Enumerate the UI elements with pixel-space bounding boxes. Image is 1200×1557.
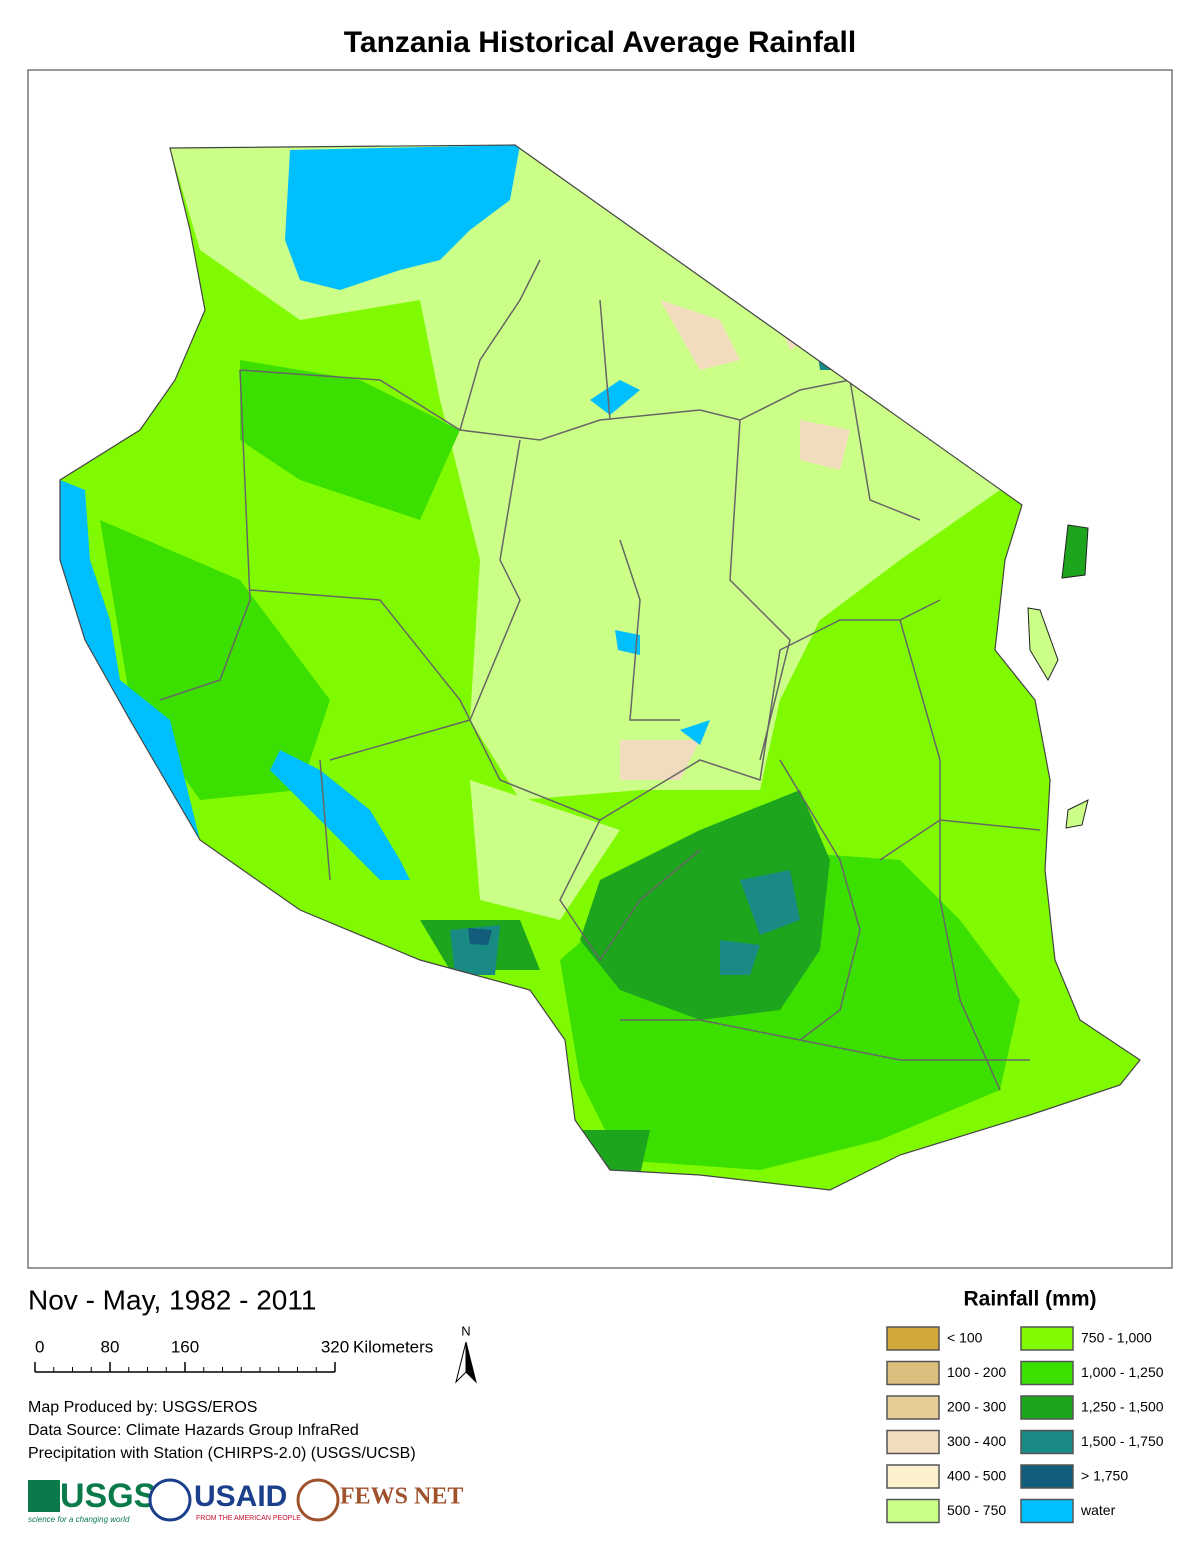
legend-label: 300 - 400 xyxy=(947,1433,1006,1449)
legend-swatch xyxy=(1020,1429,1074,1455)
title: Tanzania Historical Average Rainfall xyxy=(344,26,856,59)
scale-tick-label: 160 xyxy=(171,1337,199,1356)
legend-title: Rainfall (mm) xyxy=(963,1288,1096,1311)
lake-nyasa xyxy=(270,750,410,880)
north-arrow-left xyxy=(455,1341,467,1384)
period: Nov - May, 1982 - 2011 xyxy=(28,1284,316,1315)
fews-logo: FEWS NET xyxy=(340,1484,463,1510)
zone-500-750 xyxy=(170,145,1000,800)
legend-label: 1,500 - 1,750 xyxy=(1081,1433,1164,1449)
legend: < 100 100 - 200 200 - 300 300 - 400 400 - 50… xyxy=(886,1326,1164,1524)
legend-label: 1,250 - 1,500 xyxy=(1081,1399,1164,1415)
zone-1250-1500 xyxy=(420,790,830,1175)
country-outline xyxy=(59,144,1141,1191)
legend-label: 1,000 - 1,250 xyxy=(1081,1364,1164,1380)
map-frame xyxy=(27,69,1173,1269)
credit-line: Precipitation with Station (CHIRPS-2.0) … xyxy=(28,1445,416,1462)
zanzibar-island xyxy=(1027,607,1059,682)
legend-label: 500 - 750 xyxy=(947,1502,1006,1518)
scale-tick-label: 320 xyxy=(321,1337,349,1356)
scale-unit: Kilometers xyxy=(353,1337,433,1356)
legend-swatch xyxy=(1020,1498,1074,1524)
region-boundaries xyxy=(159,259,1041,1091)
lake-tanganyika xyxy=(60,480,200,840)
usaid-seal xyxy=(148,1478,192,1522)
legend-swatch xyxy=(886,1498,940,1524)
fews-globe xyxy=(296,1478,340,1522)
north-label: N xyxy=(461,1323,470,1338)
legend-swatch xyxy=(1020,1395,1074,1420)
credit-line: Map Produced by: USGS/EROS xyxy=(28,1399,257,1416)
mafia-island xyxy=(1065,799,1089,829)
usgs-logo: USGS xyxy=(60,1477,156,1515)
legend-label: < 100 xyxy=(947,1330,983,1346)
zone-500-750 xyxy=(470,780,620,920)
scale-bar: 0 80 160 320 Kilometers xyxy=(34,1337,433,1373)
logos: USGS science for a changing world USAID … xyxy=(28,1477,463,1524)
legend-label: 750 - 1,000 xyxy=(1081,1330,1152,1346)
scale-tick-label: 0 xyxy=(35,1337,44,1356)
legend-swatch xyxy=(886,1326,940,1351)
legend-swatch xyxy=(1020,1326,1074,1351)
usgs-tagline: science for a changing world xyxy=(28,1515,130,1524)
legend-label: > 1,750 xyxy=(1081,1468,1128,1484)
legend-swatch xyxy=(886,1464,940,1489)
credit-line: Data Source: Climate Hazards Group Infra… xyxy=(28,1422,359,1439)
north-arrow-right xyxy=(465,1341,477,1384)
legend-swatch xyxy=(886,1360,940,1386)
pemba-island xyxy=(1061,524,1089,579)
rainfall-map xyxy=(60,145,1140,1190)
legend-label: water xyxy=(1080,1502,1116,1518)
lake-victoria xyxy=(285,145,520,290)
legend-swatch xyxy=(1020,1464,1074,1489)
usgs-mark xyxy=(28,1480,60,1512)
legend-swatch xyxy=(886,1429,940,1455)
scale-tick-label: 80 xyxy=(101,1337,120,1356)
legend-label: 200 - 300 xyxy=(947,1399,1006,1415)
legend-swatch xyxy=(1020,1360,1074,1386)
legend-label: 100 - 200 xyxy=(947,1364,1006,1380)
legend-swatch xyxy=(886,1395,940,1420)
north-arrow: N xyxy=(455,1323,477,1384)
legend-label: 400 - 500 xyxy=(947,1468,1006,1484)
usaid-logo: USAID xyxy=(194,1480,287,1513)
usaid-tagline: FROM THE AMERICAN PEOPLE xyxy=(196,1515,301,1522)
